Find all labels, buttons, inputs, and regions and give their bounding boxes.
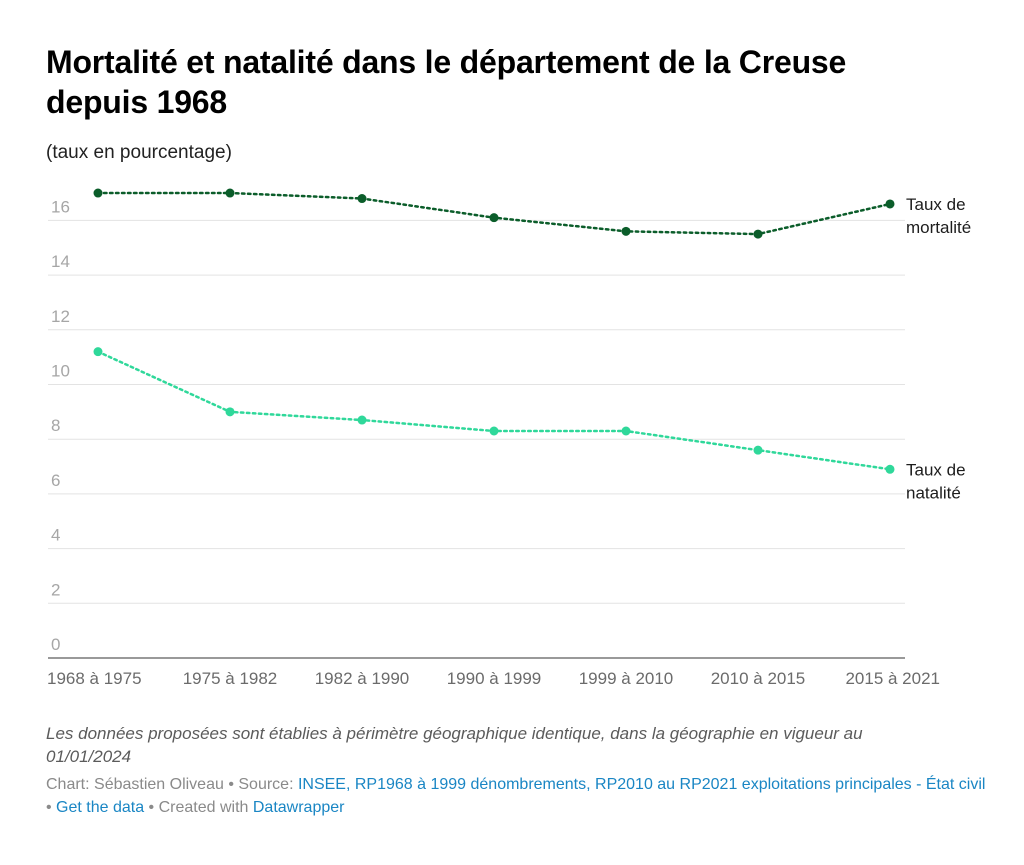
data-point bbox=[753, 229, 763, 239]
series-label-line: mortalité bbox=[906, 218, 971, 237]
data-point bbox=[621, 426, 631, 436]
data-point bbox=[357, 415, 367, 425]
y-tick-label: 14 bbox=[51, 252, 70, 271]
gridlines bbox=[48, 219, 905, 659]
series-1: Taux de natalité bbox=[93, 347, 966, 502]
series-label: Taux de mortalité bbox=[906, 195, 971, 237]
chart-footer: Chart: Sébastien Oliveau • Source: INSEE… bbox=[46, 773, 986, 819]
series-0: Taux de mortalité bbox=[93, 188, 971, 239]
y-tick-label: 12 bbox=[51, 307, 70, 326]
y-tick-label: 2 bbox=[51, 580, 60, 599]
x-tick-label: 2015 à 2021 bbox=[845, 669, 940, 688]
data-point bbox=[225, 407, 235, 417]
series-line bbox=[96, 350, 892, 471]
y-tick-label: 8 bbox=[51, 416, 60, 435]
separator: • bbox=[46, 799, 57, 816]
data-point bbox=[93, 188, 103, 198]
y-axis-ticks: 0 2 4 6 8 10 12 14 16 bbox=[51, 197, 70, 654]
data-point bbox=[93, 347, 103, 357]
y-tick-label: 6 bbox=[51, 471, 60, 490]
x-tick-label: 1999 à 2010 bbox=[579, 669, 674, 688]
get-data-link[interactable]: Get the data bbox=[56, 799, 145, 816]
series-label-line: natalité bbox=[906, 483, 961, 502]
series-group: Taux de mortalité Taux de natalité bbox=[93, 188, 971, 502]
source-link[interactable]: INSEE, RP1968 à 1999 dénombrements, RP20… bbox=[297, 776, 986, 793]
y-tick-label: 0 bbox=[51, 635, 60, 654]
x-tick-label: 2010 à 2015 bbox=[711, 669, 806, 688]
data-point bbox=[225, 188, 235, 198]
x-axis-ticks: 1968 à 1975 1975 à 1982 1982 à 1990 1990 à … bbox=[47, 669, 940, 688]
line-chart: 0 2 4 6 8 10 12 14 16 1968 à 1975 1975 à 1982 1982… bbox=[47, 188, 971, 688]
chart-note: Les données proposées sont établies à pé… bbox=[46, 724, 863, 766]
x-tick-label: 1975 à 1982 bbox=[183, 669, 278, 688]
chart-subtitle: (taux en pourcentage) bbox=[46, 142, 232, 163]
data-point bbox=[489, 426, 499, 436]
datawrapper-link[interactable]: Datawrapper bbox=[252, 799, 345, 816]
series-label-line: Taux de bbox=[906, 195, 966, 214]
data-point bbox=[753, 445, 763, 455]
created-with-text: • Created with bbox=[144, 799, 253, 816]
data-point bbox=[489, 213, 499, 223]
x-tick-label: 1968 à 1975 bbox=[47, 669, 142, 688]
y-tick-label: 16 bbox=[51, 197, 70, 216]
x-tick-label: 1990 à 1999 bbox=[447, 669, 542, 688]
series-label: Taux de natalité bbox=[906, 460, 966, 502]
series-label-line: Taux de bbox=[906, 460, 966, 479]
y-tick-label: 4 bbox=[51, 526, 60, 545]
x-tick-label: 1982 à 1990 bbox=[315, 669, 410, 688]
credit-text: Chart: Sébastien Oliveau • Source: bbox=[46, 776, 298, 793]
chart-title: Mortalité et natalité dans le départemen… bbox=[46, 44, 847, 120]
data-point bbox=[885, 199, 895, 209]
data-point bbox=[621, 226, 631, 236]
data-point bbox=[357, 194, 367, 204]
data-point bbox=[885, 464, 895, 474]
y-tick-label: 10 bbox=[51, 362, 70, 381]
